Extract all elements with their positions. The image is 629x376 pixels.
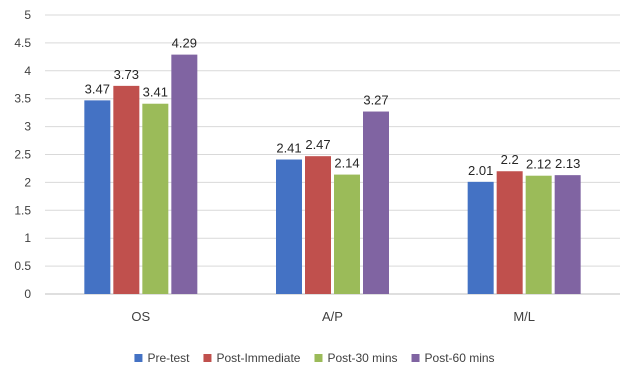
- legend-label: Post-30 mins: [327, 351, 397, 365]
- y-tick-label: 3.5: [14, 92, 31, 106]
- y-tick-label: 1: [24, 231, 31, 245]
- y-tick-label: 2: [24, 175, 31, 189]
- x-tick-label: M/L: [513, 309, 535, 324]
- x-axis: OS A/P M/L: [131, 309, 535, 324]
- bar: [554, 175, 581, 294]
- y-tick-label: 4.5: [14, 36, 31, 50]
- bar: [305, 156, 331, 294]
- legend: Pre-test Post-Immediate Post-30 mins Post-6…: [134, 351, 495, 365]
- bar: [142, 103, 169, 294]
- data-label: 2.12: [526, 157, 551, 172]
- data-label: 2.14: [334, 156, 359, 171]
- y-tick-label: 5: [24, 8, 31, 22]
- legend-swatch: [203, 354, 212, 362]
- data-label: 4.29: [172, 36, 197, 51]
- y-axis: 0 0.5 1 1.5 2 2.5 3 3.5 4 4.5 5: [14, 8, 620, 301]
- bar: [363, 111, 389, 294]
- bars: [84, 54, 581, 295]
- legend-label: Pre-test: [147, 351, 190, 365]
- y-tick-label: 2.5: [14, 148, 31, 162]
- data-label: 2.2: [501, 152, 519, 167]
- data-labels: 3.47 3.73 3.41 4.29 2.41 2.47 2.14 3.27 2.01 2.2 2…: [85, 36, 581, 178]
- bar: [171, 54, 198, 295]
- data-label: 2.47: [305, 137, 330, 152]
- x-tick-label: OS: [131, 309, 150, 324]
- bar: [467, 181, 494, 294]
- bar: [276, 159, 302, 294]
- legend-swatch: [134, 354, 143, 362]
- x-tick-label: A/P: [322, 309, 343, 324]
- data-label: 3.47: [85, 81, 110, 96]
- bar: [84, 100, 111, 295]
- bar: [525, 175, 552, 294]
- data-label: 3.73: [114, 67, 139, 82]
- y-tick-label: 0: [24, 287, 31, 301]
- legend-label: Post-Immediate: [216, 351, 300, 365]
- grid: [45, 14, 620, 267]
- y-tick-label: 4: [24, 64, 31, 78]
- bar: [113, 85, 140, 294]
- data-label: 3.41: [143, 85, 168, 100]
- legend-swatch: [314, 354, 323, 362]
- legend-label: Post-60 mins: [425, 351, 495, 365]
- y-tick-label: 3: [24, 120, 31, 134]
- y-tick-label: 0.5: [14, 259, 31, 273]
- data-label: 2.13: [555, 156, 580, 171]
- y-tick-label: 1.5: [14, 203, 31, 217]
- data-label: 2.01: [468, 163, 493, 178]
- data-label: 3.27: [363, 93, 388, 108]
- legend-swatch: [411, 354, 420, 362]
- bar: [334, 174, 360, 294]
- data-label: 2.41: [276, 141, 301, 156]
- bar: [496, 171, 523, 294]
